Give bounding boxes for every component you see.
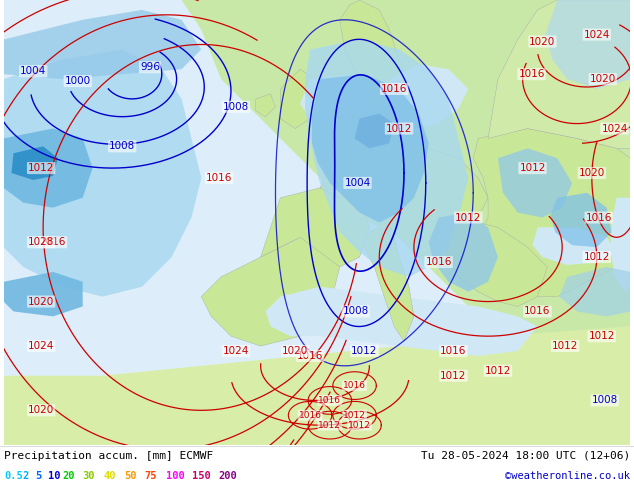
Polygon shape	[312, 74, 429, 222]
Text: 1012: 1012	[348, 420, 371, 430]
Text: 200: 200	[218, 471, 236, 481]
Polygon shape	[354, 114, 394, 148]
Text: 1012: 1012	[386, 123, 412, 134]
Text: 1016: 1016	[519, 69, 545, 79]
Text: 50: 50	[124, 471, 136, 481]
Text: 2: 2	[22, 471, 29, 481]
Polygon shape	[181, 0, 630, 415]
Text: 1024: 1024	[584, 29, 610, 40]
Text: 1008: 1008	[109, 141, 135, 151]
Polygon shape	[340, 0, 419, 138]
Text: 1012: 1012	[28, 163, 55, 173]
Polygon shape	[352, 109, 370, 128]
Text: 10: 10	[48, 471, 60, 481]
Text: 1016: 1016	[425, 257, 452, 267]
Text: 1016: 1016	[206, 173, 232, 183]
Text: 150: 150	[192, 471, 210, 481]
Polygon shape	[488, 0, 630, 148]
Text: 100: 100	[166, 471, 184, 481]
Polygon shape	[320, 128, 488, 257]
Polygon shape	[300, 74, 370, 128]
Polygon shape	[384, 64, 469, 128]
Polygon shape	[429, 213, 498, 292]
Text: 1020: 1020	[282, 346, 308, 356]
Polygon shape	[365, 227, 414, 341]
Text: 1016: 1016	[40, 237, 66, 247]
Text: 1024: 1024	[28, 341, 55, 351]
Polygon shape	[498, 148, 572, 218]
Text: 1016: 1016	[381, 84, 407, 94]
Text: 1012: 1012	[343, 411, 366, 420]
Text: 75: 75	[144, 471, 157, 481]
Polygon shape	[266, 287, 538, 356]
Text: 1020: 1020	[529, 37, 555, 47]
Polygon shape	[444, 218, 547, 307]
Text: 1020: 1020	[579, 168, 605, 178]
Text: 1012: 1012	[552, 341, 578, 351]
Polygon shape	[202, 237, 340, 346]
Text: 1016: 1016	[586, 213, 612, 222]
Text: 1008: 1008	[592, 395, 618, 405]
Polygon shape	[4, 326, 630, 445]
Text: 1024: 1024	[602, 123, 628, 134]
Text: 1020: 1020	[28, 296, 55, 307]
Text: Precipitation accum. [mm] ECMWF: Precipitation accum. [mm] ECMWF	[4, 451, 213, 461]
Polygon shape	[4, 49, 202, 296]
Polygon shape	[611, 198, 630, 292]
Text: 40: 40	[104, 471, 117, 481]
Polygon shape	[559, 267, 630, 317]
Text: 1020: 1020	[28, 405, 55, 416]
Text: 1012: 1012	[351, 346, 378, 356]
Polygon shape	[4, 10, 202, 79]
Polygon shape	[545, 0, 630, 89]
Text: 1012: 1012	[519, 163, 546, 173]
Text: 1028: 1028	[28, 237, 55, 247]
Text: 1000: 1000	[65, 76, 91, 86]
Text: 1004: 1004	[344, 178, 371, 188]
Text: 996: 996	[140, 62, 160, 72]
Text: 1016: 1016	[524, 306, 551, 317]
Polygon shape	[280, 69, 320, 128]
Text: Tu 28-05-2024 18:00 UTC (12+06): Tu 28-05-2024 18:00 UTC (12+06)	[421, 451, 630, 461]
Text: 1016: 1016	[318, 396, 341, 405]
Text: 1008: 1008	[342, 306, 369, 317]
Polygon shape	[4, 128, 93, 208]
Text: 1012: 1012	[485, 366, 511, 376]
Text: 1012: 1012	[455, 213, 481, 222]
Text: 1024: 1024	[223, 346, 249, 356]
Polygon shape	[256, 94, 276, 117]
Text: 0.5: 0.5	[4, 471, 23, 481]
Text: 1020: 1020	[590, 74, 616, 84]
Polygon shape	[305, 40, 469, 277]
Text: ©weatheronline.co.uk: ©weatheronline.co.uk	[505, 471, 630, 481]
Text: 1016: 1016	[297, 351, 323, 361]
Text: 20: 20	[62, 471, 75, 481]
Text: 1012: 1012	[440, 371, 467, 381]
Text: 1012: 1012	[588, 331, 615, 341]
Text: 30: 30	[82, 471, 94, 481]
Text: 1008: 1008	[223, 102, 249, 112]
Text: 1012: 1012	[318, 420, 341, 430]
Polygon shape	[473, 128, 630, 296]
Text: 1016: 1016	[299, 411, 321, 420]
Polygon shape	[550, 193, 612, 247]
Text: 5: 5	[35, 471, 41, 481]
Text: 1016: 1016	[343, 381, 366, 390]
Polygon shape	[261, 188, 370, 267]
Polygon shape	[11, 147, 58, 180]
Polygon shape	[533, 227, 617, 265]
Text: 1004: 1004	[20, 66, 46, 76]
Text: 1016: 1016	[440, 346, 467, 356]
Text: 1012: 1012	[584, 252, 610, 262]
Polygon shape	[4, 272, 82, 317]
